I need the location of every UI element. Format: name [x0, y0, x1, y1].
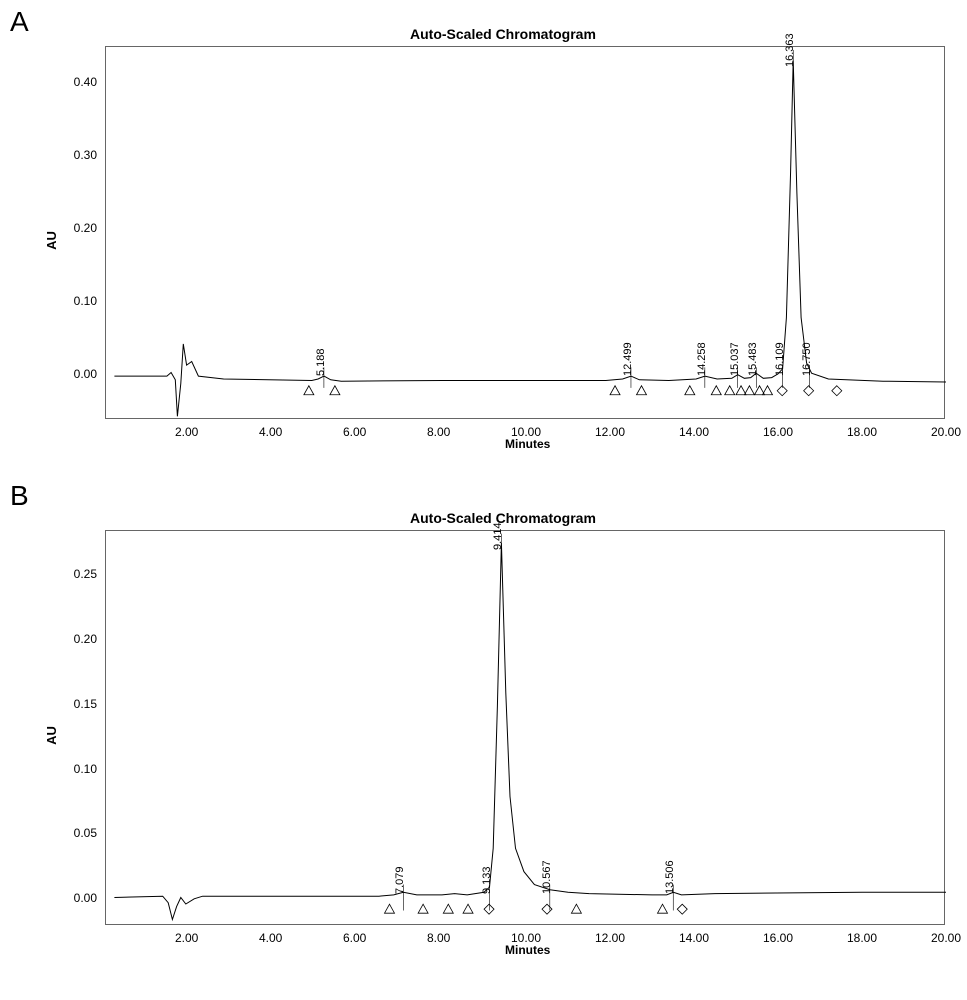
peak-label: 14.258	[696, 343, 708, 377]
chart-a-title: Auto-Scaled Chromatogram	[410, 26, 596, 42]
y-tick-label: 0.10	[74, 294, 97, 308]
y-tick-label: 0.20	[74, 632, 97, 646]
y-tick-label: 0.00	[74, 891, 97, 905]
x-tick-label: 18.00	[847, 425, 877, 439]
x-tick-label: 4.00	[259, 425, 282, 439]
x-tick-label: 18.00	[847, 931, 877, 945]
y-tick-label: 0.05	[74, 826, 97, 840]
plot-area-b	[105, 530, 945, 925]
x-tick-label: 14.00	[679, 931, 709, 945]
x-tick-label: 16.00	[763, 425, 793, 439]
x-tick-label: 8.00	[427, 425, 450, 439]
x-tick-label: 10.00	[511, 931, 541, 945]
x-tick-label: 20.00	[931, 425, 961, 439]
y-tick-label: 0.25	[74, 567, 97, 581]
y-tick-label: 0.15	[74, 697, 97, 711]
y-tick-label: 0.40	[74, 75, 97, 89]
y-tick-label: 0.30	[74, 148, 97, 162]
peak-label: 12.499	[622, 343, 634, 377]
peak-label: 15.037	[729, 343, 741, 377]
peak-label: 16.750	[801, 343, 813, 377]
y-tick-label: 0.00	[74, 367, 97, 381]
x-tick-label: 2.00	[175, 425, 198, 439]
panel-b-label: B	[10, 480, 29, 512]
x-axis-label-b: Minutes	[505, 943, 550, 957]
y-axis-label-b: AU	[44, 726, 59, 745]
x-tick-label: 12.00	[595, 425, 625, 439]
x-tick-label: 4.00	[259, 931, 282, 945]
y-tick-label: 0.20	[74, 221, 97, 235]
peak-label: 15.483	[747, 343, 759, 377]
x-tick-label: 14.00	[679, 425, 709, 439]
x-tick-label: 8.00	[427, 931, 450, 945]
peak-label: 9.414	[492, 522, 504, 550]
x-tick-label: 10.00	[511, 425, 541, 439]
x-tick-label: 6.00	[343, 425, 366, 439]
x-tick-label: 6.00	[343, 931, 366, 945]
peak-label: 13.506	[664, 860, 676, 894]
peak-label: 10.567	[541, 860, 553, 894]
x-tick-label: 16.00	[763, 931, 793, 945]
peak-label: 16.363	[784, 34, 796, 68]
panel-a-label: A	[10, 6, 29, 38]
plot-area-a	[105, 46, 945, 419]
chromatogram-b-svg	[106, 531, 946, 926]
peak-label: 5.188	[315, 349, 327, 377]
x-axis-label-a: Minutes	[505, 437, 550, 451]
x-tick-label: 12.00	[595, 931, 625, 945]
y-axis-label-a: AU	[44, 231, 59, 250]
chromatogram-a-svg	[106, 47, 946, 420]
peak-label: 7.079	[394, 866, 406, 894]
x-tick-label: 20.00	[931, 931, 961, 945]
peak-label: 16.109	[774, 343, 786, 377]
peak-label: 9.133	[481, 866, 493, 894]
y-tick-label: 0.10	[74, 762, 97, 776]
x-tick-label: 2.00	[175, 931, 198, 945]
